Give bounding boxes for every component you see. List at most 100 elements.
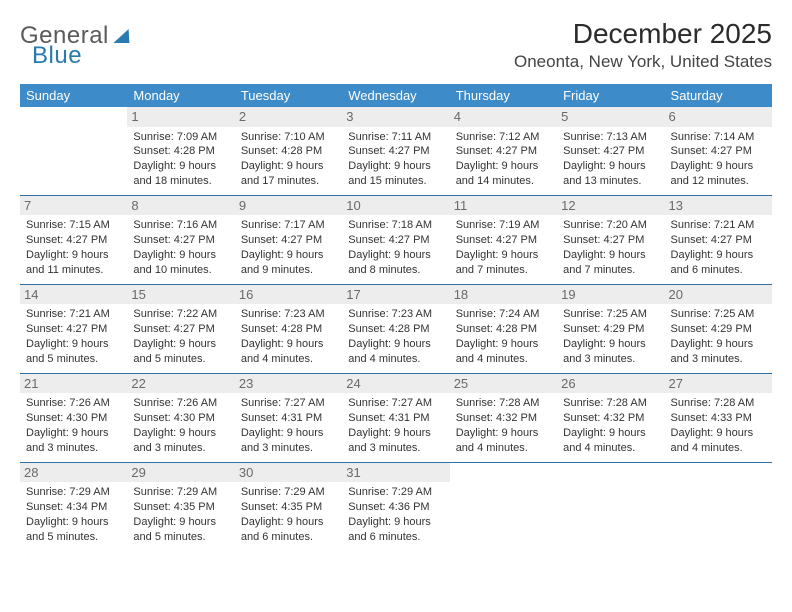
day-number: 11: [450, 196, 557, 216]
calendar-cell: 29Sunrise: 7:29 AMSunset: 4:35 PMDayligh…: [127, 462, 234, 550]
calendar-cell: 13Sunrise: 7:21 AMSunset: 4:27 PMDayligh…: [665, 195, 772, 284]
weekday-header-row: SundayMondayTuesdayWednesdayThursdayFrid…: [20, 84, 772, 107]
day-number: 22: [127, 374, 234, 394]
weekday-header: Saturday: [665, 84, 772, 107]
day-number: 8: [127, 196, 234, 216]
calendar-cell: 30Sunrise: 7:29 AMSunset: 4:35 PMDayligh…: [235, 462, 342, 550]
calendar-cell: 16Sunrise: 7:23 AMSunset: 4:28 PMDayligh…: [235, 284, 342, 373]
day-info: Sunrise: 7:23 AMSunset: 4:28 PMDaylight:…: [348, 307, 443, 366]
day-info: Sunrise: 7:19 AMSunset: 4:27 PMDaylight:…: [456, 218, 551, 277]
day-number: 10: [342, 196, 449, 216]
day-info: Sunrise: 7:25 AMSunset: 4:29 PMDaylight:…: [563, 307, 658, 366]
calendar-cell: 11Sunrise: 7:19 AMSunset: 4:27 PMDayligh…: [450, 195, 557, 284]
calendar-cell: 2 Sunrise: 7:10 AMSunset: 4:28 PMDaylight…: [235, 107, 342, 195]
calendar-cell: 10Sunrise: 7:18 AMSunset: 4:27 PMDayligh…: [342, 195, 449, 284]
calendar-cell: 1 Sunrise: 7:09 AMSunset: 4:28 PMDaylight…: [127, 107, 234, 195]
day-number: 28: [20, 463, 127, 483]
day-info: Sunrise: 7:09 AMSunset: 4:28 PMDaylight:…: [133, 130, 228, 189]
day-number: 20: [665, 285, 772, 305]
day-number: 9: [235, 196, 342, 216]
weekday-header: Wednesday: [342, 84, 449, 107]
day-info: Sunrise: 7:20 AMSunset: 4:27 PMDaylight:…: [563, 218, 658, 277]
day-info: Sunrise: 7:10 AMSunset: 4:28 PMDaylight:…: [241, 130, 336, 189]
day-number: 1: [127, 107, 234, 127]
day-info: Sunrise: 7:27 AMSunset: 4:31 PMDaylight:…: [241, 396, 336, 455]
calendar-cell: 23Sunrise: 7:27 AMSunset: 4:31 PMDayligh…: [235, 373, 342, 462]
calendar-cell: 24Sunrise: 7:27 AMSunset: 4:31 PMDayligh…: [342, 373, 449, 462]
day-number: 24: [342, 374, 449, 394]
day-number: 29: [127, 463, 234, 483]
day-number: 16: [235, 285, 342, 305]
sail-icon: [113, 29, 130, 43]
calendar-cell: 21Sunrise: 7:26 AMSunset: 4:30 PMDayligh…: [20, 373, 127, 462]
day-number: 5: [557, 107, 664, 127]
day-info: Sunrise: 7:29 AMSunset: 4:35 PMDaylight:…: [133, 485, 228, 544]
calendar-row: 7Sunrise: 7:15 AMSunset: 4:27 PMDaylight…: [20, 195, 772, 284]
day-info: Sunrise: 7:21 AMSunset: 4:27 PMDaylight:…: [26, 307, 121, 366]
weekday-header: Thursday: [450, 84, 557, 107]
location: Oneonta, New York, United States: [514, 52, 772, 72]
weekday-header: Monday: [127, 84, 234, 107]
calendar-row: 14Sunrise: 7:21 AMSunset: 4:27 PMDayligh…: [20, 284, 772, 373]
calendar-cell: 6 Sunrise: 7:14 AMSunset: 4:27 PMDaylight…: [665, 107, 772, 195]
day-info: Sunrise: 7:28 AMSunset: 4:33 PMDaylight:…: [671, 396, 766, 455]
calendar-cell: 8Sunrise: 7:16 AMSunset: 4:27 PMDaylight…: [127, 195, 234, 284]
calendar-table: SundayMondayTuesdayWednesdayThursdayFrid…: [20, 84, 772, 551]
calendar-row: 28Sunrise: 7:29 AMSunset: 4:34 PMDayligh…: [20, 462, 772, 550]
weekday-header: Tuesday: [235, 84, 342, 107]
day-info: Sunrise: 7:28 AMSunset: 4:32 PMDaylight:…: [456, 396, 551, 455]
day-info: Sunrise: 7:24 AMSunset: 4:28 PMDaylight:…: [456, 307, 551, 366]
day-info: Sunrise: 7:11 AMSunset: 4:27 PMDaylight:…: [348, 130, 443, 189]
day-number: 17: [342, 285, 449, 305]
calendar-cell: 12Sunrise: 7:20 AMSunset: 4:27 PMDayligh…: [557, 195, 664, 284]
calendar-cell: 7Sunrise: 7:15 AMSunset: 4:27 PMDaylight…: [20, 195, 127, 284]
logo-line2: Blue: [32, 42, 82, 70]
calendar-cell: 19Sunrise: 7:25 AMSunset: 4:29 PMDayligh…: [557, 284, 664, 373]
day-info: Sunrise: 7:26 AMSunset: 4:30 PMDaylight:…: [133, 396, 228, 455]
calendar-cell: 14Sunrise: 7:21 AMSunset: 4:27 PMDayligh…: [20, 284, 127, 373]
calendar-row: 21Sunrise: 7:26 AMSunset: 4:30 PMDayligh…: [20, 373, 772, 462]
calendar-body: 1 Sunrise: 7:09 AMSunset: 4:28 PMDaylight…: [20, 107, 772, 551]
day-info: Sunrise: 7:16 AMSunset: 4:27 PMDaylight:…: [133, 218, 228, 277]
calendar-cell: 27Sunrise: 7:28 AMSunset: 4:33 PMDayligh…: [665, 373, 772, 462]
day-number: 21: [20, 374, 127, 394]
day-number: 19: [557, 285, 664, 305]
calendar-cell: 15Sunrise: 7:22 AMSunset: 4:27 PMDayligh…: [127, 284, 234, 373]
day-info: Sunrise: 7:14 AMSunset: 4:27 PMDaylight:…: [671, 130, 766, 189]
day-number: 27: [665, 374, 772, 394]
day-number: 2: [235, 107, 342, 127]
calendar-cell: 5Sunrise: 7:13 AMSunset: 4:27 PMDaylight…: [557, 107, 664, 195]
logo-text-blue: Blue: [32, 42, 82, 69]
day-number: 15: [127, 285, 234, 305]
day-number: 23: [235, 374, 342, 394]
day-info: Sunrise: 7:12 AMSunset: 4:27 PMDaylight:…: [456, 130, 551, 189]
day-info: Sunrise: 7:23 AMSunset: 4:28 PMDaylight:…: [241, 307, 336, 366]
day-number: 26: [557, 374, 664, 394]
header: General December 2025 Oneonta, New York,…: [20, 18, 772, 72]
calendar-cell: 9Sunrise: 7:17 AMSunset: 4:27 PMDaylight…: [235, 195, 342, 284]
day-number: 14: [20, 285, 127, 305]
calendar-row: 1 Sunrise: 7:09 AMSunset: 4:28 PMDaylight…: [20, 107, 772, 195]
calendar-cell: [557, 462, 664, 550]
day-info: Sunrise: 7:25 AMSunset: 4:29 PMDaylight:…: [671, 307, 766, 366]
calendar-cell: 25Sunrise: 7:28 AMSunset: 4:32 PMDayligh…: [450, 373, 557, 462]
day-info: Sunrise: 7:29 AMSunset: 4:34 PMDaylight:…: [26, 485, 121, 544]
day-info: Sunrise: 7:17 AMSunset: 4:27 PMDaylight:…: [241, 218, 336, 277]
weekday-header: Friday: [557, 84, 664, 107]
day-number: 3: [342, 107, 449, 127]
day-info: Sunrise: 7:27 AMSunset: 4:31 PMDaylight:…: [348, 396, 443, 455]
calendar-cell: 31Sunrise: 7:29 AMSunset: 4:36 PMDayligh…: [342, 462, 449, 550]
day-number: 6: [665, 107, 772, 127]
day-number: 4: [450, 107, 557, 127]
calendar-cell: 4 Sunrise: 7:12 AMSunset: 4:27 PMDaylight…: [450, 107, 557, 195]
day-info: Sunrise: 7:28 AMSunset: 4:32 PMDaylight:…: [563, 396, 658, 455]
day-number: 31: [342, 463, 449, 483]
calendar-cell: 26Sunrise: 7:28 AMSunset: 4:32 PMDayligh…: [557, 373, 664, 462]
day-number: 13: [665, 196, 772, 216]
calendar-cell: 3 Sunrise: 7:11 AMSunset: 4:27 PMDaylight…: [342, 107, 449, 195]
day-info: Sunrise: 7:18 AMSunset: 4:27 PMDaylight:…: [348, 218, 443, 277]
day-info: Sunrise: 7:15 AMSunset: 4:27 PMDaylight:…: [26, 218, 121, 277]
day-info: Sunrise: 7:26 AMSunset: 4:30 PMDaylight:…: [26, 396, 121, 455]
day-number: 18: [450, 285, 557, 305]
day-number: 30: [235, 463, 342, 483]
